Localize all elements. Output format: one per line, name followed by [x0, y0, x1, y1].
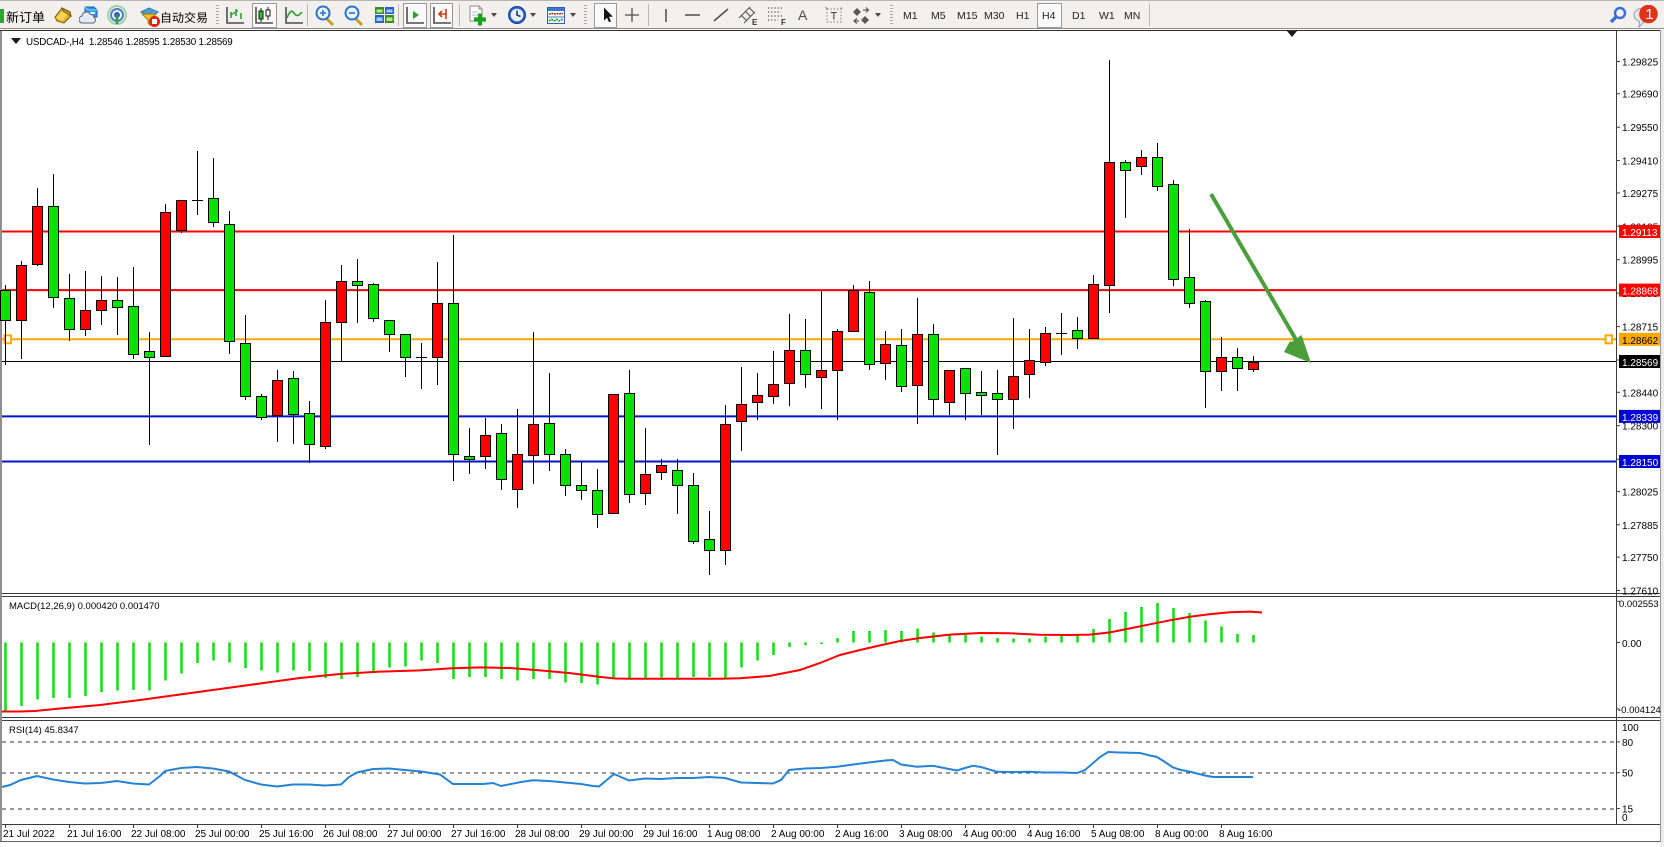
svg-text:0.00: 0.00	[1622, 639, 1642, 650]
svg-text:26 Jul 08:00: 26 Jul 08:00	[323, 829, 378, 840]
svg-text:2 Aug 00:00: 2 Aug 00:00	[771, 829, 825, 840]
svg-text:29 Jul 16:00: 29 Jul 16:00	[643, 829, 698, 840]
svg-text:8 Aug 00:00: 8 Aug 00:00	[1155, 829, 1209, 840]
svg-text:1.28662: 1.28662	[1622, 336, 1659, 347]
svg-text:1.29550: 1.29550	[1622, 123, 1659, 134]
svg-text:1.28300: 1.28300	[1622, 422, 1659, 433]
svg-text:25 Jul 00:00: 25 Jul 00:00	[195, 829, 250, 840]
svg-text:RSI(14) 45.8347: RSI(14) 45.8347	[9, 725, 79, 736]
svg-text:1.29825: 1.29825	[1622, 58, 1659, 69]
svg-text:15: 15	[1622, 805, 1634, 816]
svg-text:1.28715: 1.28715	[1622, 323, 1659, 334]
svg-text:F: F	[781, 18, 786, 27]
svg-text:4 Aug 16:00: 4 Aug 16:00	[1027, 829, 1081, 840]
svg-text:1.28440: 1.28440	[1622, 388, 1659, 399]
svg-text:1.27885: 1.27885	[1622, 521, 1659, 532]
svg-text:1: 1	[1645, 6, 1653, 23]
svg-text:8 Aug 16:00: 8 Aug 16:00	[1219, 829, 1273, 840]
svg-text:21 Jul 16:00: 21 Jul 16:00	[67, 829, 122, 840]
svg-text:E: E	[752, 18, 758, 27]
svg-text:1.29113: 1.29113	[1622, 228, 1658, 239]
svg-text:1.28995: 1.28995	[1622, 256, 1659, 267]
svg-text:27 Jul 16:00: 27 Jul 16:00	[451, 829, 506, 840]
svg-text:1 Aug 08:00: 1 Aug 08:00	[707, 829, 761, 840]
svg-text:80: 80	[1622, 738, 1634, 749]
svg-text:USDCAD-,H4 1.28546 1.28595 1.: USDCAD-,H4 1.28546 1.28595 1.28530 1.285…	[26, 37, 233, 48]
svg-text:1.28025: 1.28025	[1622, 487, 1659, 498]
svg-text:1.29275: 1.29275	[1622, 189, 1659, 200]
svg-text:4 Aug 00:00: 4 Aug 00:00	[963, 829, 1017, 840]
svg-text:1.29410: 1.29410	[1622, 157, 1659, 168]
svg-text:28 Jul 08:00: 28 Jul 08:00	[515, 829, 570, 840]
svg-text:-0.004124: -0.004124	[1618, 705, 1661, 716]
svg-text:A: A	[798, 7, 808, 23]
svg-text:25 Jul 16:00: 25 Jul 16:00	[259, 829, 314, 840]
svg-text:2 Aug 16:00: 2 Aug 16:00	[835, 829, 889, 840]
svg-text:1.27610: 1.27610	[1622, 587, 1659, 598]
svg-text:21 Jul 2022: 21 Jul 2022	[3, 829, 55, 840]
svg-text:1.29690: 1.29690	[1622, 90, 1659, 101]
svg-text:29 Jul 00:00: 29 Jul 00:00	[579, 829, 634, 840]
svg-text:0: 0	[1622, 813, 1628, 824]
svg-text:3 Aug 08:00: 3 Aug 08:00	[899, 829, 953, 840]
svg-text:MACD(12,26,9) 0.000420 0.00147: MACD(12,26,9) 0.000420 0.001470	[9, 601, 160, 612]
svg-text:1.27750: 1.27750	[1622, 553, 1659, 564]
svg-text:1.28150: 1.28150	[1622, 458, 1659, 469]
svg-text:22 Jul 08:00: 22 Jul 08:00	[131, 829, 186, 840]
svg-text:1.28569: 1.28569	[1622, 358, 1659, 369]
svg-text:1.28339: 1.28339	[1622, 413, 1659, 424]
svg-text:100: 100	[1622, 723, 1639, 734]
svg-text:50: 50	[1622, 769, 1634, 780]
svg-text:T: T	[831, 11, 838, 23]
svg-text:1.28868: 1.28868	[1622, 287, 1659, 298]
svg-text:27 Jul 00:00: 27 Jul 00:00	[387, 829, 442, 840]
svg-text:0.002553: 0.002553	[1619, 599, 1659, 610]
svg-text:5 Aug 08:00: 5 Aug 08:00	[1091, 829, 1145, 840]
